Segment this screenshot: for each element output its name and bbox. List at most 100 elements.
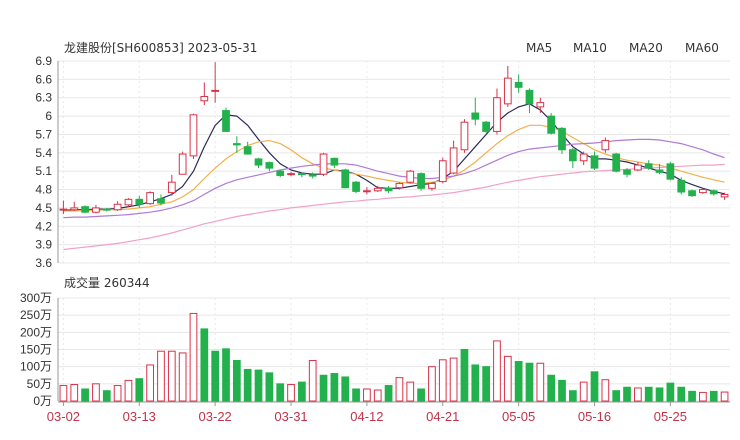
volume-bar <box>438 359 447 402</box>
volume-tick-label: 100万 <box>20 360 52 374</box>
volume-bar <box>536 362 545 402</box>
volume-bar <box>709 390 718 402</box>
volume-bar <box>124 379 133 402</box>
candle-body <box>287 173 295 176</box>
volume-tick-label: 50万 <box>27 377 52 391</box>
candle <box>644 160 653 170</box>
volume-title: 成交量 260344 <box>64 275 150 290</box>
candle <box>232 136 241 153</box>
candle <box>124 198 133 207</box>
candle-body <box>547 115 556 134</box>
candle-body <box>200 96 209 102</box>
candlesticks <box>59 62 729 215</box>
candle-body <box>232 143 241 146</box>
candle-body <box>503 77 512 105</box>
volume-bar <box>135 378 144 402</box>
candle-body <box>59 208 68 211</box>
candle <box>341 168 350 189</box>
volume-bar <box>655 387 664 402</box>
candle-body <box>612 153 621 172</box>
volume-bar <box>525 362 534 402</box>
date-tick-label: 03-13 <box>123 409 156 424</box>
candle-body <box>601 140 610 151</box>
candle <box>298 172 306 178</box>
volume-bar <box>265 372 274 402</box>
candle-body <box>688 190 696 197</box>
volume-tick-label: 200万 <box>20 325 52 339</box>
volume-bar <box>70 384 79 402</box>
candle <box>81 205 89 214</box>
candle <box>568 147 577 169</box>
candle <box>319 152 328 177</box>
candle-body <box>449 147 458 174</box>
volume-bar <box>167 350 176 402</box>
ma-line-ma20 <box>63 138 725 219</box>
legend-ma10: MA10 <box>573 41 607 55</box>
candle <box>720 192 729 200</box>
candle <box>417 172 425 191</box>
candle <box>384 185 393 194</box>
volume-bar <box>319 374 328 402</box>
candle <box>514 74 523 93</box>
price-tick-label: 6.3 <box>35 91 52 105</box>
volume-bar <box>330 373 339 402</box>
candle <box>189 113 198 159</box>
candle <box>666 162 675 181</box>
candle-body <box>623 169 631 175</box>
volume-bar <box>232 359 241 402</box>
candle-body <box>634 164 642 171</box>
legend-ma5: MA5 <box>526 41 552 55</box>
volume-bar <box>514 361 523 402</box>
candle-body <box>525 89 534 105</box>
candle-body <box>352 181 360 192</box>
candle <box>493 88 501 135</box>
candle-body <box>514 81 523 88</box>
candle <box>363 187 371 195</box>
volume-bar <box>471 364 480 402</box>
candle-body <box>666 163 675 180</box>
volume-bar <box>601 379 610 402</box>
candle-body <box>167 181 176 194</box>
candle <box>655 163 664 175</box>
price-tick-label: 4.2 <box>35 219 52 233</box>
candle <box>438 157 447 184</box>
candle-body <box>482 121 490 132</box>
volume-bar <box>373 389 382 402</box>
candle-body <box>590 155 599 169</box>
candle-body <box>406 170 415 183</box>
candle <box>449 140 458 175</box>
candle <box>157 194 165 206</box>
volume-tick-label: 250万 <box>20 308 52 322</box>
price-grid <box>57 60 730 264</box>
volume-bar <box>178 352 187 402</box>
chart-title: 龙建股份[SH600853] 2023-05-31 <box>64 41 257 55</box>
candle <box>612 152 621 173</box>
candle <box>308 172 317 179</box>
volume-y-axis: 300万 250万 200万 150万 100万 50万 0万 <box>20 291 52 408</box>
candle <box>688 189 696 197</box>
price-y-axis: 6.9 6.6 6.3 6 5.7 5.4 5.1 4.8 4.5 4.2 3.9 3.6 <box>35 54 52 270</box>
candle-body <box>558 127 566 151</box>
candle-body <box>536 102 545 108</box>
candle-body <box>709 190 718 195</box>
volume-bar <box>677 386 686 402</box>
candle <box>70 201 79 211</box>
candle-body <box>460 121 469 151</box>
candle-body <box>189 114 198 157</box>
volume-bar <box>428 366 436 402</box>
price-tick-label: 5.1 <box>35 164 52 178</box>
candle-body <box>363 190 371 193</box>
candle <box>699 188 707 194</box>
price-tick-label: 6.6 <box>35 72 52 86</box>
date-tick-label: 03-02 <box>47 409 80 424</box>
candle <box>167 174 176 196</box>
volume-bar <box>211 350 220 402</box>
candle <box>265 161 274 172</box>
candle <box>146 191 154 205</box>
volume-bar <box>688 390 696 402</box>
candle <box>536 97 545 114</box>
volume-bar <box>276 383 285 402</box>
volume-bar <box>254 369 263 402</box>
volume-tick-label: 150万 <box>20 343 52 357</box>
candle <box>352 180 360 194</box>
